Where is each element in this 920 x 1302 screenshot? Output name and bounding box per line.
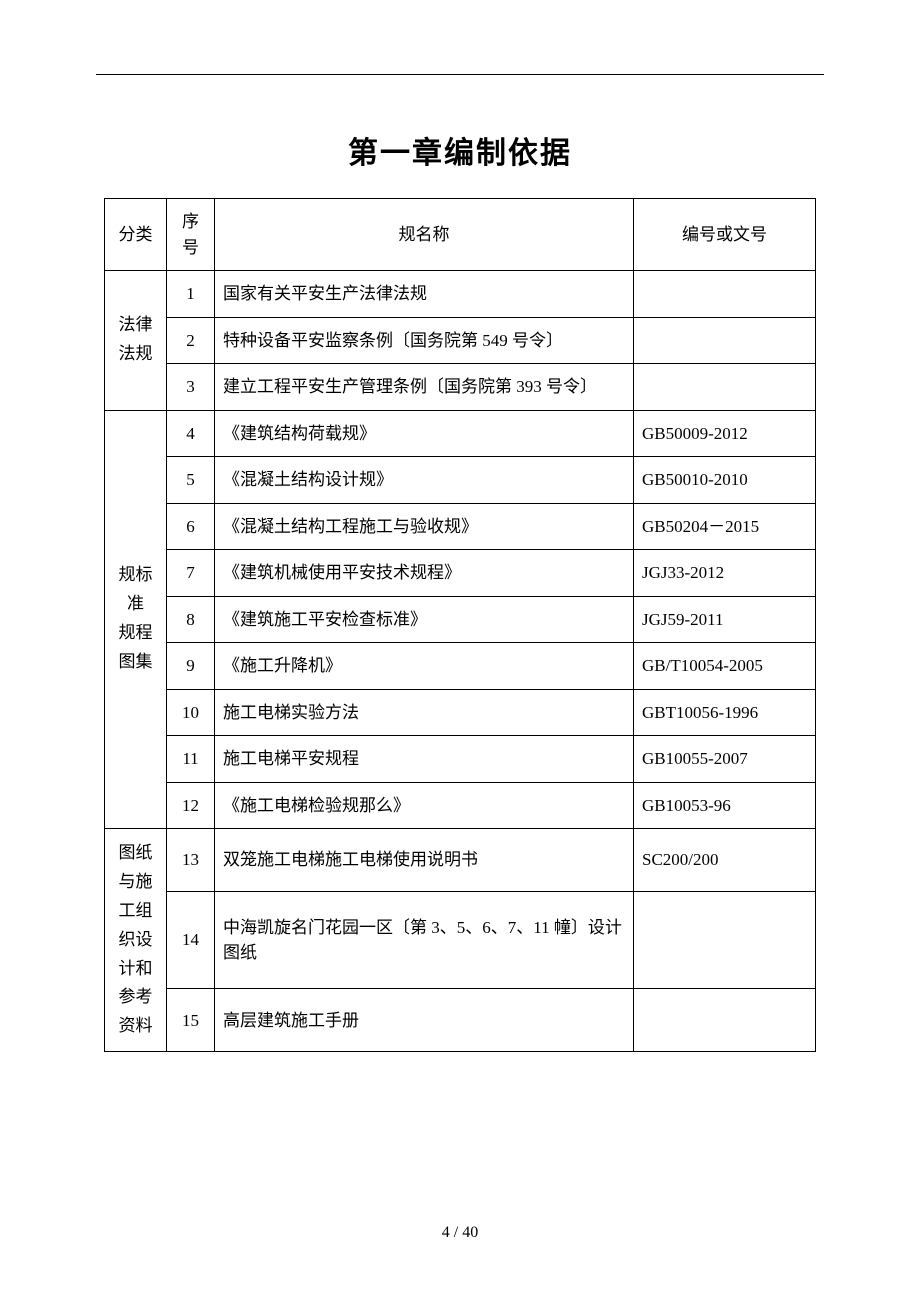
code-cell: SC200/200 <box>634 829 816 892</box>
seq-cell: 14 <box>167 891 215 988</box>
basis-table-wrap: 分类 序号 规名称 编号或文号 法律 法规 1 国家有关平安生产法律法规 2 特… <box>104 198 816 1052</box>
category-cell: 规标 准 规程 图集 <box>105 410 167 829</box>
name-cell: 双笼施工电梯施工电梯使用说明书 <box>215 829 634 892</box>
category-line: 准 <box>113 590 158 619</box>
name-cell: 国家有关平安生产法律法规 <box>215 271 634 318</box>
table-row: 规标 准 规程 图集 4 《建筑结构荷载规》 GB50009-2012 <box>105 410 816 457</box>
table-body: 法律 法规 1 国家有关平安生产法律法规 2 特种设备平安监察条例〔国务院第 5… <box>105 271 816 1052</box>
table-row: 7 《建筑机械使用平安技术规程》 JGJ33-2012 <box>105 550 816 597</box>
table-row: 9 《施工升降机》 GB/T10054-2005 <box>105 643 816 690</box>
seq-cell: 13 <box>167 829 215 892</box>
category-line: 计和 <box>113 955 158 984</box>
code-cell: GB/T10054-2005 <box>634 643 816 690</box>
code-cell <box>634 989 816 1052</box>
code-cell: GB50009-2012 <box>634 410 816 457</box>
table-row: 6 《混凝土结构工程施工与验收规》 GB50204－2015 <box>105 503 816 550</box>
seq-cell: 6 <box>167 503 215 550</box>
chapter-title: 第一章编制依据 <box>0 128 920 172</box>
name-cell: 《建筑施工平安检查标准》 <box>215 596 634 643</box>
code-cell: JGJ33-2012 <box>634 550 816 597</box>
seq-cell: 4 <box>167 410 215 457</box>
name-cell: 《建筑机械使用平安技术规程》 <box>215 550 634 597</box>
header-category: 分类 <box>105 199 167 271</box>
name-cell: 《混凝土结构设计规》 <box>215 457 634 504</box>
seq-cell: 3 <box>167 364 215 411</box>
code-cell <box>634 364 816 411</box>
table-row: 5 《混凝土结构设计规》 GB50010-2010 <box>105 457 816 504</box>
category-line: 法规 <box>113 340 158 369</box>
table-row: 2 特种设备平安监察条例〔国务院第 549 号令〕 <box>105 317 816 364</box>
seq-cell: 11 <box>167 736 215 783</box>
header-seq: 序号 <box>167 199 215 271</box>
seq-cell: 5 <box>167 457 215 504</box>
seq-cell: 2 <box>167 317 215 364</box>
table-row: 8 《建筑施工平安检查标准》 JGJ59-2011 <box>105 596 816 643</box>
seq-cell: 1 <box>167 271 215 318</box>
name-cell: 建立工程平安生产管理条例〔国务院第 393 号令〕 <box>215 364 634 411</box>
code-cell: GBT10056-1996 <box>634 689 816 736</box>
table-row: 12 《施工电梯检验规那么》 GB10053-96 <box>105 782 816 829</box>
category-line: 规程 <box>113 619 158 648</box>
category-line: 织设 <box>113 926 158 955</box>
code-cell: GB10053-96 <box>634 782 816 829</box>
code-cell: GB10055-2007 <box>634 736 816 783</box>
seq-cell: 12 <box>167 782 215 829</box>
table-row: 14 中海凯旋名门花园一区〔第 3、5、6、7、11 幢〕设计图纸 <box>105 891 816 988</box>
name-cell: 施工电梯平安规程 <box>215 736 634 783</box>
name-cell: 特种设备平安监察条例〔国务院第 549 号令〕 <box>215 317 634 364</box>
category-line: 工组 <box>113 897 158 926</box>
code-cell: GB50010-2010 <box>634 457 816 504</box>
seq-cell: 7 <box>167 550 215 597</box>
table-row: 图纸 与施 工组 织设 计和 参考 资料 13 双笼施工电梯施工电梯使用说明书 … <box>105 829 816 892</box>
header-code: 编号或文号 <box>634 199 816 271</box>
code-cell <box>634 317 816 364</box>
page-number: 4 / 40 <box>0 1224 920 1242</box>
seq-cell: 10 <box>167 689 215 736</box>
category-line: 规标 <box>113 561 158 590</box>
top-rule <box>96 74 824 75</box>
category-cell: 法律 法规 <box>105 271 167 411</box>
category-line: 与施 <box>113 868 158 897</box>
seq-cell: 8 <box>167 596 215 643</box>
name-cell: 中海凯旋名门花园一区〔第 3、5、6、7、11 幢〕设计图纸 <box>215 891 634 988</box>
code-cell <box>634 891 816 988</box>
table-row: 3 建立工程平安生产管理条例〔国务院第 393 号令〕 <box>105 364 816 411</box>
category-line: 图集 <box>113 648 158 677</box>
name-cell: 《施工电梯检验规那么》 <box>215 782 634 829</box>
category-line: 图纸 <box>113 839 158 868</box>
name-cell: 高层建筑施工手册 <box>215 989 634 1052</box>
category-line: 法律 <box>113 311 158 340</box>
category-cell: 图纸 与施 工组 织设 计和 参考 资料 <box>105 829 167 1052</box>
category-line: 资料 <box>113 1012 158 1041</box>
category-line: 参考 <box>113 983 158 1012</box>
code-cell: GB50204－2015 <box>634 503 816 550</box>
table-row: 10 施工电梯实验方法 GBT10056-1996 <box>105 689 816 736</box>
name-cell: 《建筑结构荷载规》 <box>215 410 634 457</box>
table-row: 11 施工电梯平安规程 GB10055-2007 <box>105 736 816 783</box>
table-row: 15 高层建筑施工手册 <box>105 989 816 1052</box>
code-cell: JGJ59-2011 <box>634 596 816 643</box>
seq-cell: 15 <box>167 989 215 1052</box>
table-row: 法律 法规 1 国家有关平安生产法律法规 <box>105 271 816 318</box>
basis-table: 分类 序号 规名称 编号或文号 法律 法规 1 国家有关平安生产法律法规 2 特… <box>104 198 816 1052</box>
header-name: 规名称 <box>215 199 634 271</box>
code-cell <box>634 271 816 318</box>
name-cell: 《施工升降机》 <box>215 643 634 690</box>
seq-cell: 9 <box>167 643 215 690</box>
name-cell: 《混凝土结构工程施工与验收规》 <box>215 503 634 550</box>
name-cell: 施工电梯实验方法 <box>215 689 634 736</box>
table-header-row: 分类 序号 规名称 编号或文号 <box>105 199 816 271</box>
